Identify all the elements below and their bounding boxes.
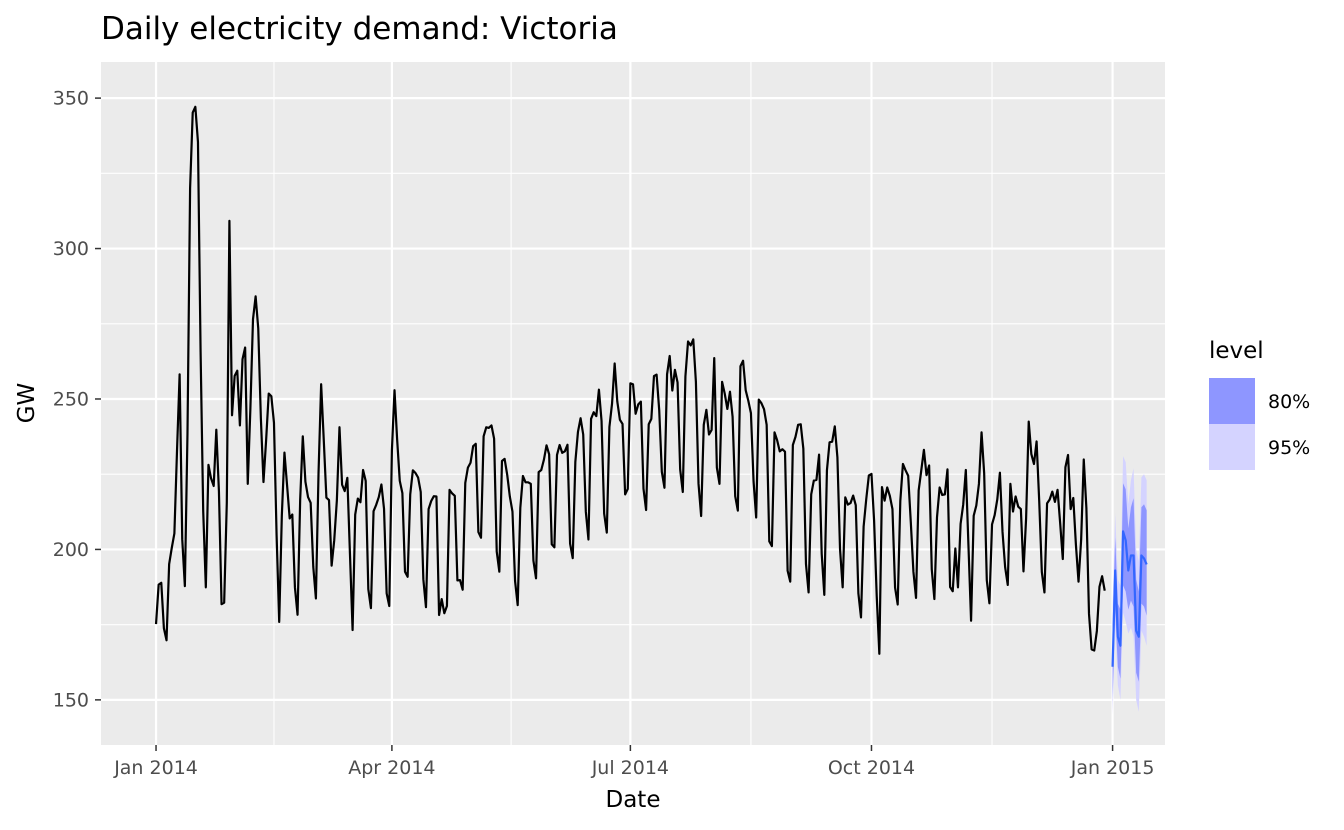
series-lines	[154, 105, 1148, 667]
legend-key-95	[1209, 424, 1255, 470]
y-tick-label: 250	[53, 388, 89, 410]
x-tick-label: Jan 2015	[1070, 757, 1155, 779]
legend-title: level	[1209, 338, 1264, 364]
legend-label-95: 95%	[1268, 437, 1310, 459]
x-tick-label: Jul 2014	[591, 757, 669, 779]
y-tick-label: 300	[53, 238, 89, 260]
legend-key-80	[1209, 378, 1255, 424]
y-axis: 150 200 250 300 350	[53, 88, 101, 711]
legend: level 80% 95%	[1209, 338, 1310, 470]
forecast-line	[1111, 530, 1148, 667]
x-tick-label: Jan 2014	[113, 757, 198, 779]
legend-label-80: 80%	[1268, 391, 1310, 413]
major-gridlines	[101, 62, 1165, 745]
x-axis: Jan 2014 Apr 2014 Jul 2014 Oct 2014 Jan 2015	[113, 745, 1154, 779]
minor-gridlines	[101, 62, 1165, 745]
history-line	[154, 105, 1106, 655]
y-tick-label: 150	[53, 689, 89, 711]
x-axis-title: Date	[606, 787, 661, 813]
x-tick-label: Oct 2014	[828, 757, 915, 779]
y-axis-title: GW	[14, 383, 40, 424]
y-tick-label: 200	[53, 539, 89, 561]
y-tick-label: 350	[53, 88, 89, 110]
chart-title: Daily electricity demand: Victoria	[101, 11, 618, 47]
x-tick-label: Apr 2014	[348, 757, 435, 779]
plot-panel	[101, 62, 1165, 745]
